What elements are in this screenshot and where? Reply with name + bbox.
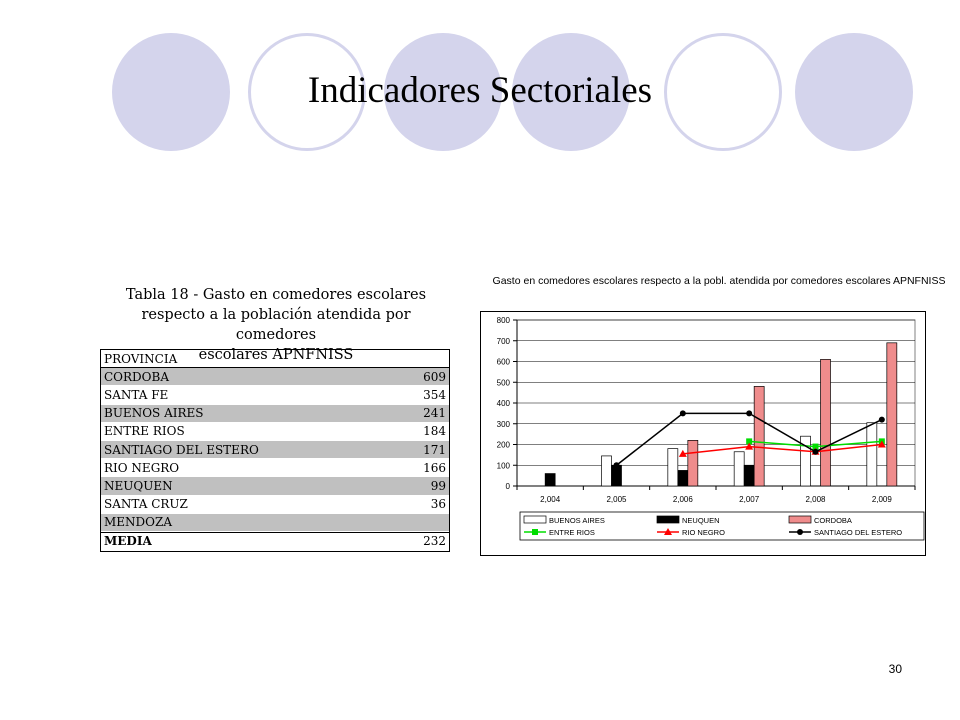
- legend-cordoba-label: CORDOBA: [814, 516, 852, 525]
- province-value: 99: [430, 478, 446, 493]
- province-name: SANTA FE: [104, 387, 169, 402]
- bar-neuquen: [611, 464, 622, 487]
- decor-circle-1: [112, 33, 230, 151]
- bar-neuquen: [677, 470, 689, 487]
- table-caption-line: respecto a la población atendida por com…: [141, 307, 411, 343]
- x-tick-label: 2,005: [606, 495, 627, 504]
- y-tick-label: 700: [497, 337, 511, 346]
- table-row: SANTA FE 354: [101, 386, 449, 405]
- province-value: 241: [423, 406, 446, 421]
- y-tick-label: 600: [497, 358, 511, 367]
- legend-rio-negro-marker: [664, 528, 672, 535]
- legend-neuquen-swatch: [656, 515, 680, 524]
- legend-santiago-del-estero-marker: [797, 529, 803, 535]
- table-caption-line: escolares APNFNISS: [198, 347, 354, 363]
- media-label: MEDIA: [104, 534, 152, 549]
- table-row: MENDOZA: [101, 513, 449, 532]
- table-header-row: PROVINCIA: [101, 350, 449, 369]
- legend-entre-rios-label: ENTRE RIOS: [549, 528, 595, 537]
- bar-buenos-aires: [601, 455, 612, 487]
- y-tick-label: 200: [497, 441, 511, 450]
- legend-santiago-del-estero-label: SANTIAGO DEL ESTERO: [814, 528, 902, 537]
- province-name: CORDOBA: [104, 369, 169, 384]
- bar-cordoba: [886, 342, 898, 487]
- bar-buenos-aires: [800, 435, 811, 487]
- media-value: 232: [423, 534, 446, 549]
- x-tick-label: 2,007: [739, 495, 760, 504]
- table-header-province: PROVINCIA: [104, 351, 178, 366]
- table-row: NEUQUEN 99: [101, 477, 449, 496]
- legend-buenos-aires-label: BUENOS AIRES: [549, 516, 605, 525]
- table-row: SANTA CRUZ 36: [101, 496, 449, 514]
- y-tick-label: 400: [497, 399, 511, 408]
- province-value: 354: [423, 387, 446, 402]
- province-name: SANTA CRUZ: [104, 497, 188, 512]
- point-entre-rios: [812, 443, 819, 450]
- decor-circle-4: [512, 33, 630, 151]
- x-tick-label: 2,004: [540, 495, 561, 504]
- bar-neuquen: [743, 464, 755, 487]
- point-santiago-del-estero: [812, 448, 819, 455]
- x-tick-label: 2,008: [805, 495, 826, 504]
- table-row: BUENOS AIRES 241: [101, 404, 449, 423]
- table-row: ENTRE RIOS 184: [101, 423, 449, 441]
- bar-buenos-aires: [733, 451, 745, 487]
- bar-buenos-aires: [866, 422, 878, 487]
- bar-buenos-aires: [667, 448, 679, 487]
- table-row: RIO NEGRO 166: [101, 459, 449, 478]
- province-name: ENTRE RIOS: [104, 424, 185, 439]
- point-santiago-del-estero: [613, 462, 620, 469]
- legend-entre-rios-marker: [532, 529, 538, 535]
- bar-cordoba: [687, 440, 699, 487]
- table-row: CORDOBA 609: [101, 368, 449, 387]
- legend-rio-negro-label: RIO NEGRO: [682, 528, 725, 537]
- line-rio-negro: [682, 443, 882, 455]
- y-tick-label: 100: [497, 461, 511, 470]
- legend-buenos-aires-swatch: [523, 515, 547, 524]
- y-tick-label: 800: [497, 316, 511, 325]
- province-name: NEUQUEN: [104, 478, 173, 493]
- point-santiago-del-estero: [679, 410, 686, 417]
- y-tick-label: 0: [506, 482, 511, 491]
- table-row: SANTIAGO DEL ESTERO 171: [101, 440, 449, 460]
- decor-circle-6: [795, 33, 913, 151]
- decor-circle-2: [248, 33, 366, 151]
- page-number: 30: [888, 662, 902, 676]
- province-value: 166: [423, 460, 446, 475]
- bar-cordoba: [820, 359, 831, 487]
- province-value: 609: [423, 369, 446, 384]
- province-table: PROVINCIA CORDOBA 609 SANTA FE 354 BUENO…: [100, 349, 450, 552]
- decor-circle-3: [384, 33, 502, 151]
- province-value: 171: [423, 442, 446, 457]
- bar-cordoba: [753, 386, 765, 487]
- legend-box: [519, 511, 925, 541]
- province-name: MENDOZA: [104, 515, 173, 530]
- point-entre-rios: [746, 438, 753, 445]
- table-caption: Tabla 18 - Gasto en comedores escolares …: [100, 285, 452, 365]
- point-santiago-del-estero: [746, 410, 753, 417]
- table-media-row: MEDIA 232: [101, 531, 449, 551]
- legend-neuquen-label: NEUQUEN: [682, 516, 720, 525]
- province-value: 36: [430, 497, 446, 512]
- legend-cordoba-swatch: [788, 515, 812, 524]
- x-tick-label: 2,006: [673, 495, 694, 504]
- table-caption-line: Tabla 18 - Gasto en comedores escolares: [125, 287, 427, 303]
- province-name: RIO NEGRO: [104, 460, 180, 475]
- decor-circle-5: [664, 33, 782, 151]
- bar-neuquen: [544, 473, 556, 487]
- y-tick-label: 500: [497, 378, 511, 387]
- y-tick-label: 300: [497, 420, 511, 429]
- point-rio-negro: [745, 442, 754, 450]
- chart-title: Gasto en comedores escolares respecto a …: [492, 275, 946, 287]
- province-name: SANTIAGO DEL ESTERO: [104, 442, 259, 457]
- slide-title: Indicadores Sectoriales: [307, 70, 653, 111]
- point-santiago-del-estero: [878, 416, 885, 423]
- point-rio-negro: [877, 440, 886, 448]
- province-name: BUENOS AIRES: [104, 406, 204, 421]
- point-rio-negro: [678, 449, 687, 457]
- chart-canvas: 0 100 200 300 400 500 600 700 800 2,004 2,005 2,006…: [497, 316, 925, 541]
- x-tick-label: 2,009: [872, 495, 893, 504]
- province-value: 184: [423, 424, 446, 439]
